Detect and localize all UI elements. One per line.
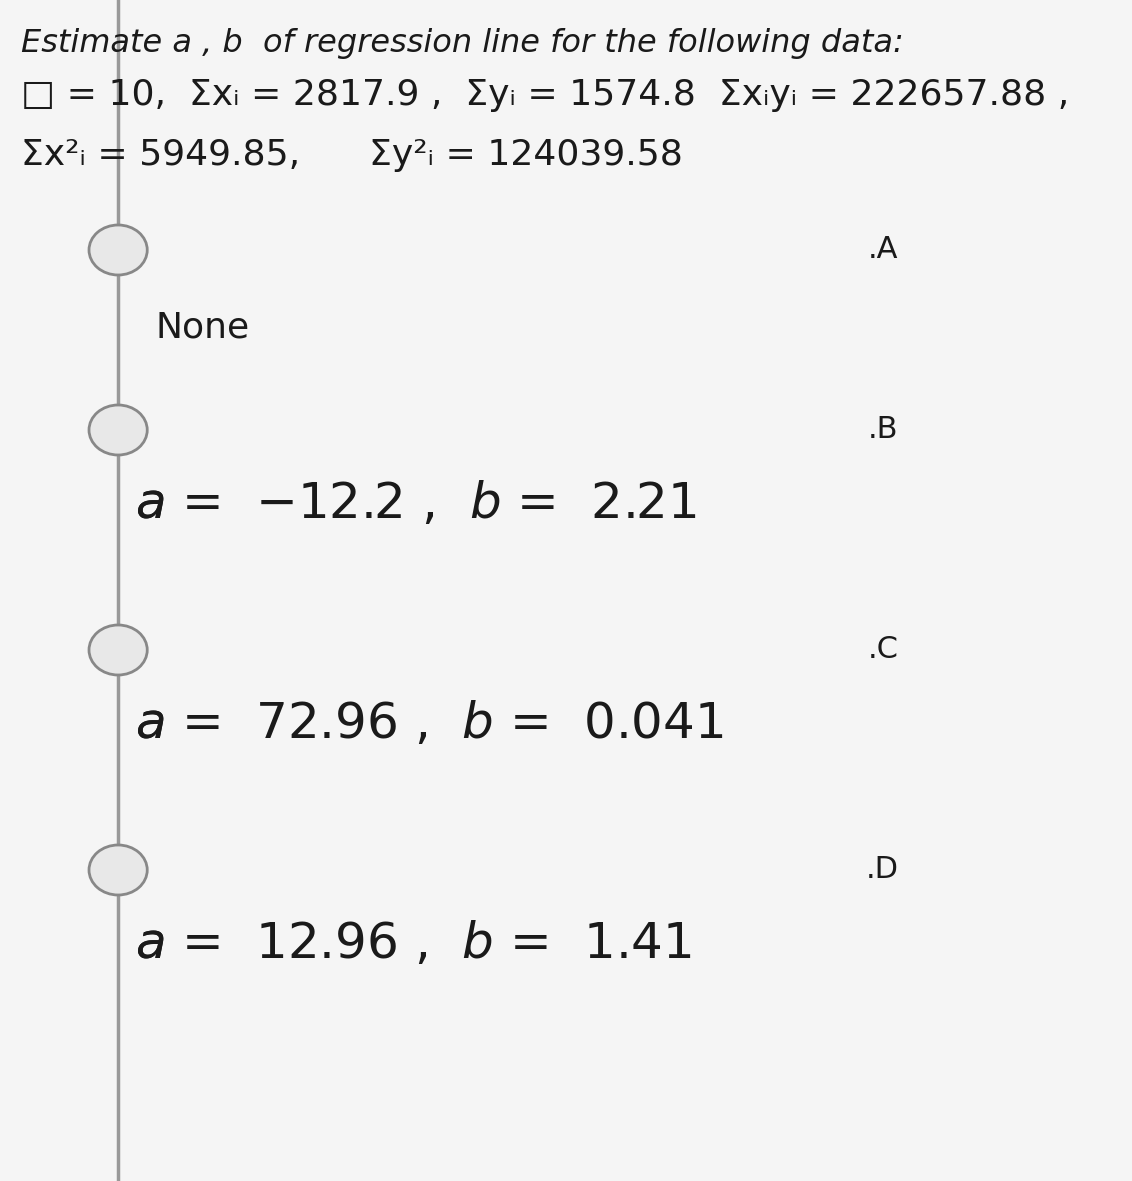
- Ellipse shape: [89, 405, 147, 455]
- Ellipse shape: [89, 226, 147, 275]
- Ellipse shape: [89, 844, 147, 895]
- Text: .D: .D: [866, 855, 899, 885]
- Text: Σx²ᵢ = 5949.85,      Σy²ᵢ = 124039.58: Σx²ᵢ = 5949.85, Σy²ᵢ = 124039.58: [20, 138, 683, 172]
- Text: $\it{a}$ =  72.96 ,  $\it{b}$ =  0.041: $\it{a}$ = 72.96 , $\it{b}$ = 0.041: [135, 700, 723, 748]
- Text: $\it{a}$ =  −12.2 ,  $\it{b}$ =  2.21: $\it{a}$ = −12.2 , $\it{b}$ = 2.21: [135, 479, 696, 528]
- Text: .A: .A: [868, 235, 899, 265]
- Text: Estimate a , b  of regression line for the following data:: Estimate a , b of regression line for th…: [20, 28, 903, 59]
- Text: $\it{a}$: $\it{a}$: [135, 920, 164, 968]
- Text: $\it{a}$: $\it{a}$: [135, 700, 164, 748]
- Text: .B: .B: [868, 416, 899, 444]
- Text: None: None: [155, 309, 250, 344]
- Text: $\it{a}$ =  12.96 ,  $\it{b}$ =  1.41: $\it{a}$ = 12.96 , $\it{b}$ = 1.41: [135, 920, 692, 968]
- Text: □ = 10,  Σxᵢ = 2817.9 ,  Σyᵢ = 1574.8  Σxᵢyᵢ = 222657.88 ,: □ = 10, Σxᵢ = 2817.9 , Σyᵢ = 1574.8 Σxᵢy…: [20, 78, 1069, 112]
- Text: $\it{a}$: $\it{a}$: [135, 479, 164, 528]
- Text: .C: .C: [867, 635, 899, 665]
- Ellipse shape: [89, 625, 147, 676]
